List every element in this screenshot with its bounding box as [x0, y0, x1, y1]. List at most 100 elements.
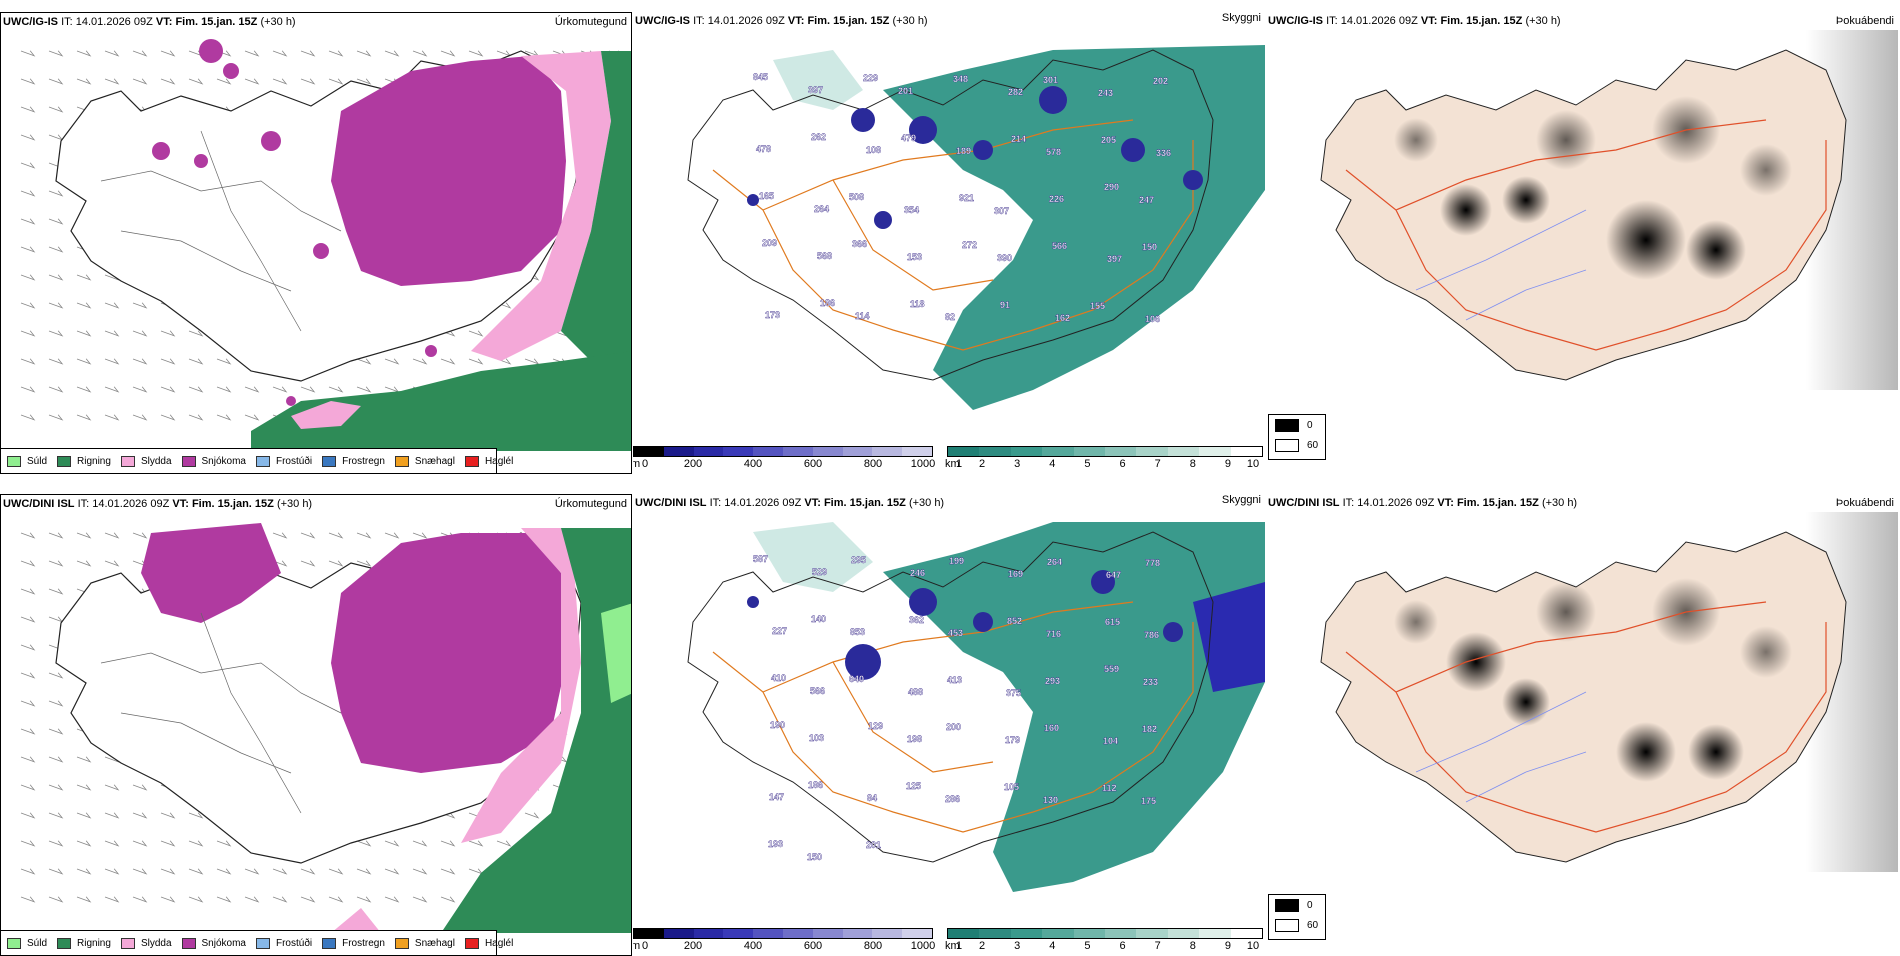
ceiling-label: 272 [962, 240, 977, 250]
wind-barb [76, 358, 92, 365]
legend-label: Súld [27, 455, 48, 467]
colorbar-cell [1105, 929, 1137, 938]
ceiling-label: 786 [1144, 630, 1159, 640]
it-label: IT: [693, 15, 705, 27]
iceland-coastline [687, 531, 1214, 863]
panel-title: Skyggni [1221, 494, 1261, 506]
interior-contours [100, 612, 342, 814]
wind-barb [76, 784, 92, 791]
wind-barb [76, 414, 92, 421]
legend-swatch [57, 455, 72, 467]
wind-barb [132, 784, 148, 791]
wind-barb [188, 330, 204, 337]
teal-light-field [753, 522, 873, 592]
it-time: 14.01.2026 09Z [1340, 15, 1418, 27]
wind-barb [412, 50, 428, 57]
colorbar-cell [1199, 929, 1231, 938]
ceiling-label: 169 [1008, 569, 1023, 579]
colorbar-cell [693, 447, 724, 456]
wind-barb [216, 414, 232, 421]
wind-barb [48, 756, 64, 763]
visibility-map: 587 529 295 246 199 169 264 647 778 227 140 853 362 4… [687, 522, 1265, 892]
colorbar-cell [842, 929, 873, 938]
ceiling-label: 112 [1102, 783, 1117, 793]
lead-time: (+30 h) [1525, 15, 1561, 27]
sleet-region-south [291, 401, 361, 429]
wind-barb [132, 840, 148, 847]
fog-swatch-black [1275, 418, 1299, 432]
colorbar-tick: 800 [863, 940, 883, 952]
wind-barb [104, 330, 120, 337]
ceiling-label: 282 [1008, 87, 1023, 97]
fog-label-60: 60 [1307, 919, 1319, 931]
wind-barb [20, 274, 36, 281]
legend-item-5: Frostregn [322, 937, 385, 949]
wind-barb [356, 78, 372, 85]
legend-item-3: Snjókoma [181, 937, 246, 949]
colorbar-tick: 200 [683, 940, 703, 952]
vt-label: VT: [1420, 15, 1438, 27]
wind-barb [188, 78, 204, 85]
ceiling-label: 397 [1107, 254, 1122, 264]
wind-barb [244, 414, 260, 421]
wind-barb [76, 840, 92, 847]
wind-barb [160, 330, 176, 337]
wind-barb [48, 728, 64, 735]
it-time: 14.01.2026 09Z [724, 497, 802, 509]
rain-region-east [561, 51, 631, 361]
wind-barb [104, 358, 120, 365]
legend-swatch [7, 937, 21, 949]
visibility-colorbar: km 1 2 3 4 5 6 7 8 9 10 [945, 446, 1263, 470]
ceiling-label: 200 [946, 722, 961, 732]
visibility-panel-top: UWC/IG-IS IT: 14.01.2026 09Z VT: Fim. 15… [633, 12, 1265, 474]
wind-barb [468, 868, 484, 875]
wind-barb [356, 868, 372, 875]
ceiling-label: 160 [1044, 723, 1059, 733]
colorbar-tick: 200 [683, 458, 703, 470]
wind-barb [216, 868, 232, 875]
wind-barb [20, 672, 36, 679]
ceiling-label: 129 [868, 721, 883, 731]
wind-barb [132, 896, 148, 903]
fog-map [1320, 30, 1898, 390]
colorbar-tick: 400 [743, 940, 763, 952]
it-label: IT: [709, 497, 722, 509]
ceiling-label: 199 [949, 556, 964, 566]
it-time: 14.01.2026 09Z [1357, 497, 1435, 509]
wind-barb [356, 50, 372, 57]
snow-region [331, 56, 566, 286]
ceiling-label: 397 [808, 85, 823, 95]
colorbar-cell [753, 447, 783, 456]
colorbar-cell [1230, 929, 1263, 938]
it-label: IT: [61, 16, 73, 28]
ceiling-label: 390 [997, 253, 1012, 263]
rain-region-south [251, 351, 631, 451]
colorbar-cell [1167, 929, 1200, 938]
ceiling-label: 295 [851, 555, 866, 565]
legend-item-7: Haglél [464, 455, 513, 467]
legend-item-5: Frostregn [322, 455, 385, 467]
wind-barb [328, 50, 344, 57]
legend-swatch [57, 937, 72, 949]
colorbar-cell [979, 929, 1011, 938]
wind-barb [20, 50, 36, 57]
panel-header: UWC/IG-IS IT: 14.01.2026 09Z VT: Fim. 15… [635, 15, 928, 27]
wind-barb [20, 358, 36, 365]
road-network [1345, 601, 1827, 833]
precip-map [20, 39, 631, 451]
wind-barb [132, 358, 148, 365]
colorbar-cell [1105, 447, 1137, 456]
ceiling-label: 478 [756, 144, 771, 154]
ceiling-label: 348 [953, 74, 968, 84]
wind-barb [244, 386, 260, 393]
wind-barb [188, 386, 204, 393]
ceiling-labels: 587 529 295 246 199 169 264 647 778 227 140 853 362 4… [753, 554, 1160, 862]
precip-type-panel-bottom: UWC/DINI ISL IT: 14.01.2026 09Z VT: Fim.… [0, 494, 632, 956]
wind-barb [328, 386, 344, 393]
panel-header: UWC/IG-IS IT: 14.01.2026 09Z VT: Fim. 15… [3, 16, 296, 28]
wind-barb [468, 840, 484, 847]
ceiling-label: 354 [904, 205, 919, 215]
colorbar-tick: 6 [1119, 458, 1126, 470]
model-name: UWC/IG-IS [635, 15, 690, 27]
iceland-land [1320, 49, 1847, 381]
